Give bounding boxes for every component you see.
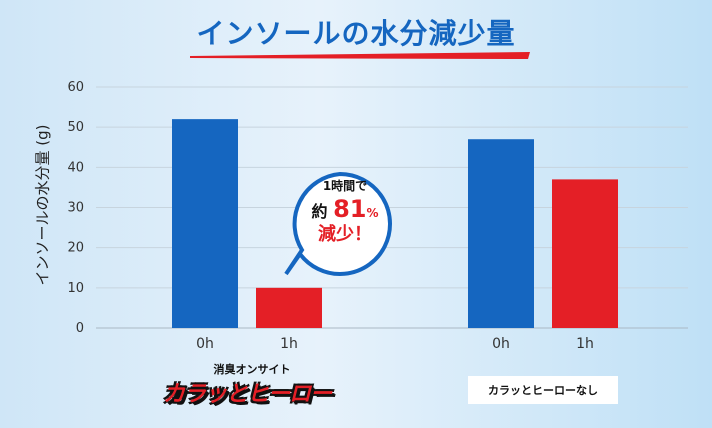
callout-line-3: 減少！ xyxy=(318,224,372,246)
comparison-label: カラッとヒーローなし xyxy=(468,376,618,404)
callout-bubble xyxy=(284,171,392,276)
title-underline xyxy=(190,52,530,59)
x-tick-label: 1h xyxy=(280,336,298,352)
y-tick-label: 50 xyxy=(67,120,84,135)
callout-text: 1時間で 約 81% 減少！ xyxy=(300,179,390,246)
y-tick-label: 30 xyxy=(67,201,84,216)
callout-prefix: 約 xyxy=(311,201,328,221)
bar xyxy=(552,179,618,328)
product-subtitle: 消臭オンサイト xyxy=(213,363,291,376)
bar xyxy=(172,119,238,328)
callout-line-1: 1時間で xyxy=(322,179,368,193)
x-tick-label: 0h xyxy=(492,336,510,352)
bar xyxy=(468,139,534,328)
y-tick-label: 20 xyxy=(67,241,84,256)
chart-title: インソールの水分減少量 xyxy=(196,17,516,50)
y-tick-label: 0 xyxy=(76,321,84,336)
x-tick-label: 0h xyxy=(196,336,214,352)
callout-line-2: 約 81% xyxy=(300,194,390,224)
product-logo: カラッとヒーロー xyxy=(162,382,332,407)
y-tick-label: 60 xyxy=(67,80,84,95)
y-tick-label: 10 xyxy=(67,281,84,296)
callout-unit: % xyxy=(366,205,379,220)
y-tick-label: 40 xyxy=(67,160,84,175)
callout-value: 81 xyxy=(333,194,367,223)
x-tick-label: 1h xyxy=(576,336,594,352)
y-axis-label: インソールの水分量 (g) xyxy=(33,124,52,286)
bar xyxy=(256,287,322,328)
